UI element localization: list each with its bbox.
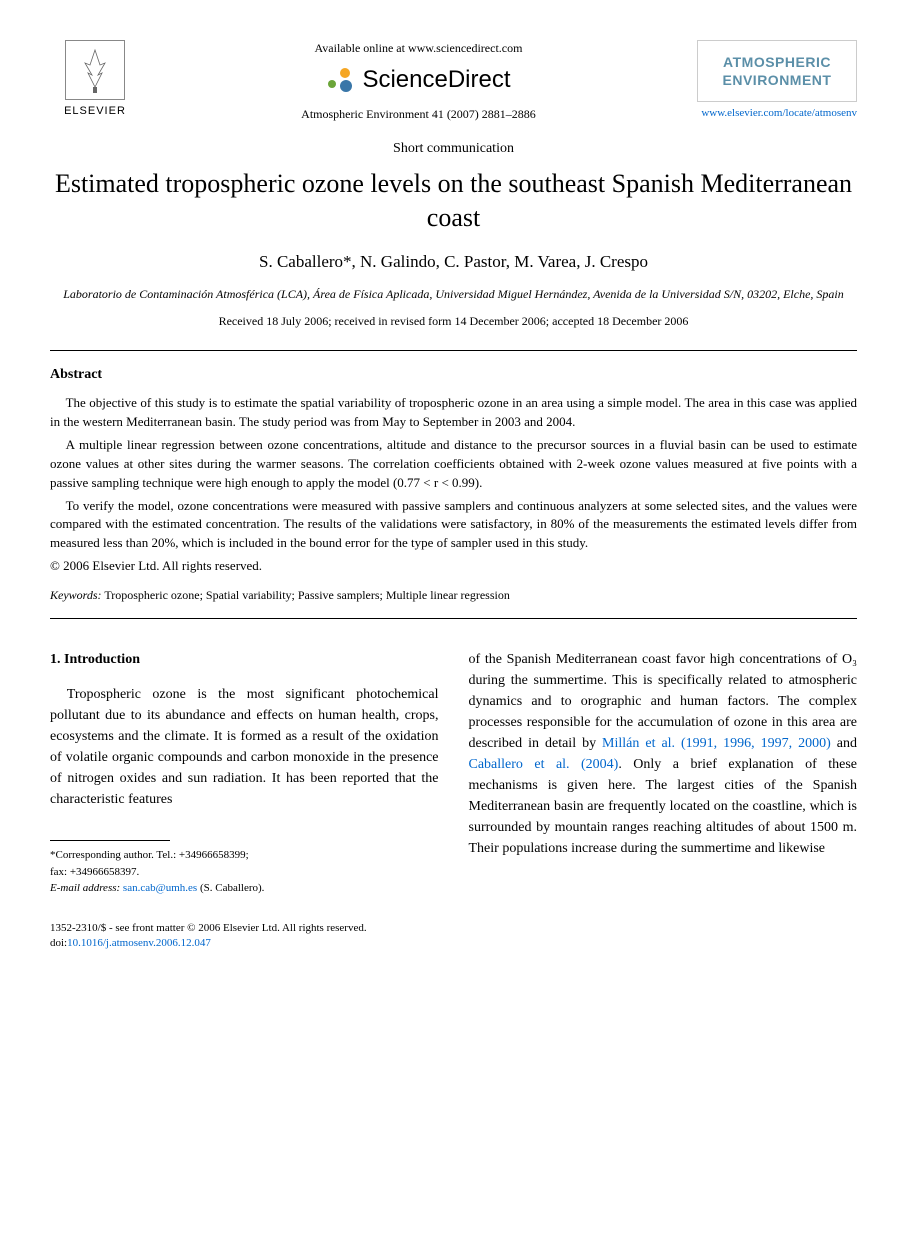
keywords-label: Keywords: [50,588,102,602]
email-link[interactable]: san.cab@umh.es [123,882,197,894]
abstract-heading: Abstract [50,365,857,385]
citation-caballero[interactable]: Caballero et al. (2004) [469,757,619,772]
article-dates: Received 18 July 2006; received in revis… [50,313,857,330]
body-columns: 1. Introduction Tropospheric ozone is th… [50,649,857,897]
abstract-p3: To verify the model, ozone concentration… [50,497,857,554]
article-type: Short communication [50,139,857,159]
email-label: E-mail address: [50,882,120,894]
sciencedirect-icon [326,66,354,94]
footer-block: 1352-2310/$ - see front matter © 2006 El… [50,921,857,952]
col2-mid: and [831,736,857,751]
publisher-name: ELSEVIER [64,104,126,119]
fax-line: fax: +34966658397. [50,864,439,881]
intro-p1-right: of the Spanish Mediterranean coast favor… [469,649,858,859]
corresponding-author: *Corresponding author. Tel.: +3496665839… [50,847,439,864]
sciencedirect-text: ScienceDirect [362,63,510,97]
section-1-heading: 1. Introduction [50,649,439,670]
front-matter: 1352-2310/$ - see front matter © 2006 El… [50,921,857,936]
journal-url-link[interactable]: www.elsevier.com/locate/atmosenv [697,106,857,121]
sciencedirect-logo: ScienceDirect [160,63,677,97]
abstract-p2: A multiple linear regression between ozo… [50,436,857,493]
divider-bottom [50,618,857,619]
publisher-logo-block: ELSEVIER [50,40,140,119]
keywords-text: Tropospheric ozone; Spatial variability;… [104,588,509,602]
journal-brand-line1: ATMOSPHERIC [706,53,848,71]
keywords-line: Keywords: Tropospheric ozone; Spatial va… [50,587,857,604]
elsevier-tree-icon [65,40,125,100]
available-online-text: Available online at www.sciencedirect.co… [160,40,677,57]
journal-brand-block: ATMOSPHERIC ENVIRONMENT www.elsevier.com… [697,40,857,122]
header-center: Available online at www.sciencedirect.co… [140,40,697,123]
header-row: ELSEVIER Available online at www.science… [50,40,857,123]
email-line: E-mail address: san.cab@umh.es (S. Cabal… [50,880,439,897]
abstract-copyright: © 2006 Elsevier Ltd. All rights reserved… [50,557,857,575]
abstract-p1: The objective of this study is to estima… [50,394,857,432]
intro-p1-left: Tropospheric ozone is the most significa… [50,684,439,810]
citation-millan[interactable]: Millán et al. (1991, 1996, 1997, 2000) [602,736,831,751]
journal-brand-box: ATMOSPHERIC ENVIRONMENT [697,40,857,102]
footnote-rule [50,840,170,841]
journal-reference: Atmospheric Environment 41 (2007) 2881–2… [160,106,677,123]
divider-top [50,350,857,351]
column-left: 1. Introduction Tropospheric ozone is th… [50,649,439,897]
doi-link[interactable]: 10.1016/j.atmosenv.2006.12.047 [67,937,211,949]
email-author: (S. Caballero). [200,882,264,894]
footnote-block: *Corresponding author. Tel.: +3496665839… [50,847,439,897]
abstract-body: The objective of this study is to estima… [50,394,857,553]
affiliation: Laboratorio de Contaminación Atmosférica… [50,286,857,303]
column-right: of the Spanish Mediterranean coast favor… [469,649,858,897]
author-list: S. Caballero*, N. Galindo, C. Pastor, M.… [50,250,857,274]
doi-line: doi:10.1016/j.atmosenv.2006.12.047 [50,936,857,951]
article-title: Estimated tropospheric ozone levels on t… [50,167,857,235]
doi-label: doi: [50,937,67,949]
journal-brand-line2: ENVIRONMENT [706,71,848,89]
